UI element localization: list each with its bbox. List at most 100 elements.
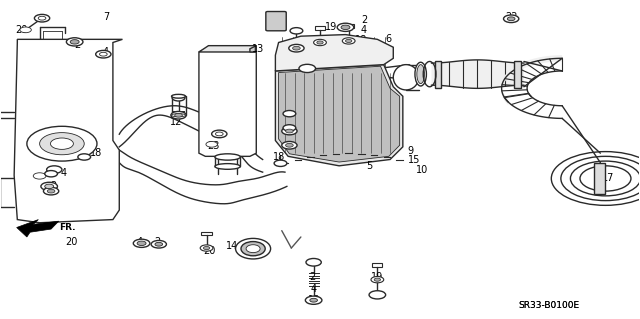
Text: 18: 18 (273, 152, 285, 162)
Text: SR33-B0100E: SR33-B0100E (519, 301, 580, 310)
Text: 23: 23 (207, 141, 219, 151)
Text: 2: 2 (309, 271, 316, 281)
Polygon shape (14, 39, 122, 223)
Text: 3: 3 (296, 141, 303, 151)
Circle shape (20, 27, 31, 33)
Circle shape (289, 44, 304, 52)
Ellipse shape (241, 241, 265, 256)
Circle shape (70, 40, 79, 44)
Text: 2: 2 (154, 237, 161, 247)
Text: 12: 12 (170, 117, 183, 127)
Circle shape (283, 110, 296, 117)
Polygon shape (278, 66, 399, 162)
Text: 2: 2 (75, 40, 81, 50)
Circle shape (155, 242, 163, 246)
Circle shape (45, 184, 54, 189)
Text: 21: 21 (308, 53, 321, 63)
FancyBboxPatch shape (266, 11, 286, 31)
Text: 15: 15 (408, 155, 420, 165)
Ellipse shape (215, 154, 241, 160)
Circle shape (47, 166, 62, 174)
Circle shape (45, 171, 58, 177)
Ellipse shape (394, 65, 419, 90)
Circle shape (151, 241, 166, 248)
Text: 20: 20 (15, 25, 28, 35)
Circle shape (27, 126, 97, 161)
Ellipse shape (415, 62, 426, 86)
Text: 7: 7 (104, 11, 109, 22)
Circle shape (290, 28, 303, 34)
Text: 17: 17 (602, 174, 614, 183)
Text: 6: 6 (386, 34, 392, 44)
FancyBboxPatch shape (594, 163, 605, 194)
Text: 20: 20 (65, 237, 77, 247)
Circle shape (371, 277, 384, 283)
Circle shape (305, 296, 322, 304)
Text: 16: 16 (271, 15, 283, 26)
Text: 14: 14 (226, 241, 238, 251)
Text: 19: 19 (371, 271, 383, 281)
Circle shape (285, 129, 293, 133)
Circle shape (204, 247, 210, 250)
Text: 5: 5 (367, 161, 373, 171)
FancyBboxPatch shape (315, 26, 325, 30)
Text: 18: 18 (355, 35, 367, 45)
Circle shape (374, 278, 381, 281)
Text: SR33-B0100E: SR33-B0100E (519, 301, 580, 310)
Text: 11: 11 (372, 43, 385, 53)
Circle shape (133, 239, 150, 248)
Ellipse shape (236, 238, 271, 259)
Circle shape (283, 125, 296, 131)
Ellipse shape (246, 245, 260, 253)
FancyBboxPatch shape (202, 232, 212, 235)
Circle shape (306, 258, 321, 266)
Circle shape (35, 14, 50, 22)
Polygon shape (250, 46, 256, 52)
Circle shape (172, 95, 185, 101)
Text: 18: 18 (90, 148, 102, 158)
Text: 20: 20 (203, 246, 215, 256)
Circle shape (96, 50, 111, 58)
Circle shape (508, 17, 515, 21)
Text: 2: 2 (362, 15, 368, 25)
Text: 9: 9 (408, 146, 413, 156)
FancyBboxPatch shape (372, 263, 383, 267)
Circle shape (175, 113, 182, 117)
Ellipse shape (172, 94, 186, 98)
FancyBboxPatch shape (344, 25, 354, 28)
Ellipse shape (215, 164, 241, 169)
Circle shape (292, 46, 300, 50)
Circle shape (171, 111, 186, 119)
Text: 13: 13 (252, 44, 264, 55)
Text: 8: 8 (74, 133, 79, 143)
Circle shape (299, 64, 316, 72)
Text: 19: 19 (325, 22, 337, 32)
Circle shape (137, 241, 146, 246)
Polygon shape (199, 49, 256, 156)
Text: 2: 2 (51, 182, 57, 191)
Ellipse shape (172, 114, 186, 117)
Text: 4: 4 (360, 25, 366, 35)
Text: 4: 4 (310, 284, 317, 293)
Polygon shape (17, 219, 59, 237)
Text: FR.: FR. (59, 223, 76, 232)
FancyBboxPatch shape (435, 61, 441, 88)
Text: 4: 4 (102, 47, 108, 57)
Text: 18: 18 (307, 295, 320, 305)
Circle shape (314, 39, 326, 46)
Ellipse shape (417, 65, 424, 84)
Polygon shape (275, 65, 403, 166)
Circle shape (285, 143, 293, 147)
Circle shape (346, 39, 352, 42)
Circle shape (504, 15, 519, 23)
Circle shape (310, 298, 317, 302)
Circle shape (274, 160, 287, 167)
Text: 4: 4 (60, 168, 67, 178)
Circle shape (33, 173, 46, 179)
Circle shape (41, 182, 58, 190)
Circle shape (282, 127, 297, 135)
Circle shape (317, 41, 323, 44)
Polygon shape (199, 46, 256, 52)
Circle shape (369, 291, 386, 299)
FancyBboxPatch shape (515, 61, 521, 88)
